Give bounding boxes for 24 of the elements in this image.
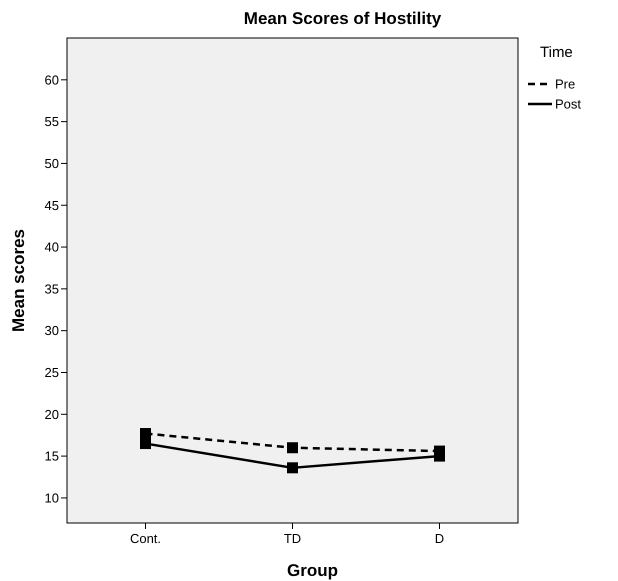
x-tick-label: TD [284,531,302,546]
point [140,428,151,440]
x-tick-label: Cont. [130,531,162,546]
x-axis-title: Group [287,561,338,580]
point [287,442,298,454]
point [140,438,151,450]
point [287,462,298,474]
y-tick-label: 60 [44,72,59,88]
y-tick-label: 10 [44,490,59,506]
legend-label: Pre [555,76,576,92]
y-tick-label: 15 [44,448,59,464]
y-tick-label: 20 [44,406,59,422]
y-tick-label: 25 [44,365,59,380]
y-tick-label: 50 [44,156,59,171]
y-tick-label: 35 [44,281,59,296]
chart-title: Mean Scores of Hostility [244,9,442,28]
y-tick-label: 30 [44,323,59,338]
y-tick-label: 45 [44,198,59,213]
y-axis-title: Mean scores [9,229,28,332]
x-tick-label: D [434,531,444,546]
legend-title: Time [540,44,573,61]
y-tick-label: 55 [44,114,59,130]
legend-label: Post [555,96,582,112]
y-tick-label: 40 [44,240,59,255]
